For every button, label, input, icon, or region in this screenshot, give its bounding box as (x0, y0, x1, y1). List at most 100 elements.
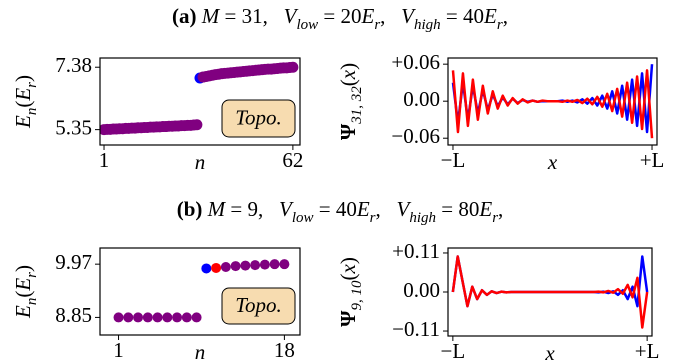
axes-frame (99, 57, 301, 146)
text-segment: Ψ (336, 310, 360, 327)
text-segment: , (503, 4, 508, 28)
text-segment: E (11, 88, 35, 102)
data-point (259, 259, 270, 270)
text-segment: = 40 (441, 4, 484, 28)
data-point (123, 312, 134, 323)
x-axis-label: x (547, 150, 558, 174)
data-point (250, 260, 261, 271)
data-point (287, 61, 299, 73)
y-tick-label: 8.85 (55, 303, 92, 327)
text-segment: 9, 10 (349, 280, 365, 311)
text-segment: M (207, 197, 227, 221)
text-segment: E (356, 197, 370, 221)
axes-frame (447, 57, 658, 146)
y-tick-label: +0.06 (391, 50, 440, 74)
text-segment: high (414, 17, 441, 33)
x-tick-label: 1 (113, 338, 124, 362)
series-line (451, 64, 654, 134)
plot-area (113, 259, 290, 323)
text-segment: , (498, 197, 503, 221)
text-segment: ) (11, 75, 35, 82)
annotation: Topo. (235, 293, 282, 317)
text-segment: r (374, 17, 380, 33)
x-axis-label: n (195, 340, 206, 362)
text-segment: r (24, 272, 40, 278)
y-tick-label: 9.97 (55, 250, 92, 274)
y-tick-label: −0.11 (392, 317, 440, 341)
data-point (133, 312, 144, 323)
x-axis-label: n (195, 150, 206, 174)
y-tick-label: 7.38 (55, 53, 92, 77)
text-segment: (b) (177, 197, 208, 221)
y-tick-label: −0.06 (391, 124, 440, 148)
y-axis-label: Ψ31, 32(x) (336, 63, 366, 140)
text-segment: r (24, 82, 40, 88)
text-segment: , (376, 197, 397, 221)
data-point (162, 312, 173, 323)
data-point (279, 259, 290, 270)
text-segment: = 40 (314, 197, 357, 221)
y-axis-label: Ψ9, 10(x) (336, 257, 366, 327)
text-segment: Ψ (336, 123, 360, 140)
text-segment: M (201, 4, 221, 28)
x-tick-label: 1 (99, 148, 110, 172)
data-point (240, 260, 251, 271)
text-segment: n (24, 298, 40, 306)
text-segment: E (483, 4, 497, 28)
text-segment: E (361, 4, 375, 28)
plot-area (451, 255, 649, 329)
text-segment: ( (11, 101, 35, 108)
text-segment: ) (11, 265, 35, 272)
text-segment: low (296, 17, 318, 33)
series-line (451, 255, 649, 308)
text-segment: E (11, 305, 35, 319)
series-line (451, 69, 654, 139)
data-point (142, 312, 153, 323)
plot-area (100, 61, 299, 136)
annotation: Topo. (235, 105, 282, 129)
x-tick-label: 62 (282, 148, 303, 172)
text-segment: = 80 (436, 197, 479, 221)
x-tick-label: +L (640, 148, 665, 172)
text-segment: , (380, 4, 401, 28)
y-axis-label: En(Er) (11, 265, 41, 319)
text-segment: = 9, (225, 197, 279, 221)
data-point (220, 262, 231, 273)
text-segment: ) (336, 257, 360, 264)
data-point (191, 312, 202, 323)
x-tick-label: −L (441, 339, 466, 362)
text-segment: ( (336, 79, 360, 86)
text-segment: ) (336, 63, 360, 70)
text-segment: n (24, 108, 40, 116)
plot-area (451, 64, 654, 139)
data-point (152, 312, 163, 323)
text-segment: ( (11, 291, 35, 298)
panel-title: (b) M = 9, Vlow = 40Er, Vhigh = 80Er, (177, 197, 504, 227)
y-tick-label: 0.00 (403, 278, 440, 302)
data-point (201, 263, 212, 274)
y-tick-label: 0.00 (403, 87, 440, 111)
text-segment: E (11, 278, 35, 292)
annotation-box (221, 287, 296, 325)
text-segment: (a) (172, 4, 202, 28)
text-segment: E (478, 197, 492, 221)
axes-frame (99, 247, 301, 336)
text-segment: = 31, (219, 4, 283, 28)
y-tick-label: +0.11 (392, 239, 440, 263)
data-point (181, 312, 192, 323)
data-point (191, 119, 203, 131)
x-tick-label: 18 (274, 338, 295, 362)
text-segment: V (401, 4, 416, 28)
text-segment: r (370, 210, 376, 226)
text-segment: = 20 (318, 4, 361, 28)
x-axis-label: x (544, 341, 555, 362)
data-point (172, 312, 183, 323)
text-segment: r (497, 17, 503, 33)
x-tick-label: −L (441, 148, 466, 172)
text-segment: r (492, 210, 498, 226)
data-point (211, 262, 222, 273)
text-segment: ( (336, 273, 360, 280)
data-point (269, 259, 280, 270)
text-segment: high (409, 210, 436, 226)
